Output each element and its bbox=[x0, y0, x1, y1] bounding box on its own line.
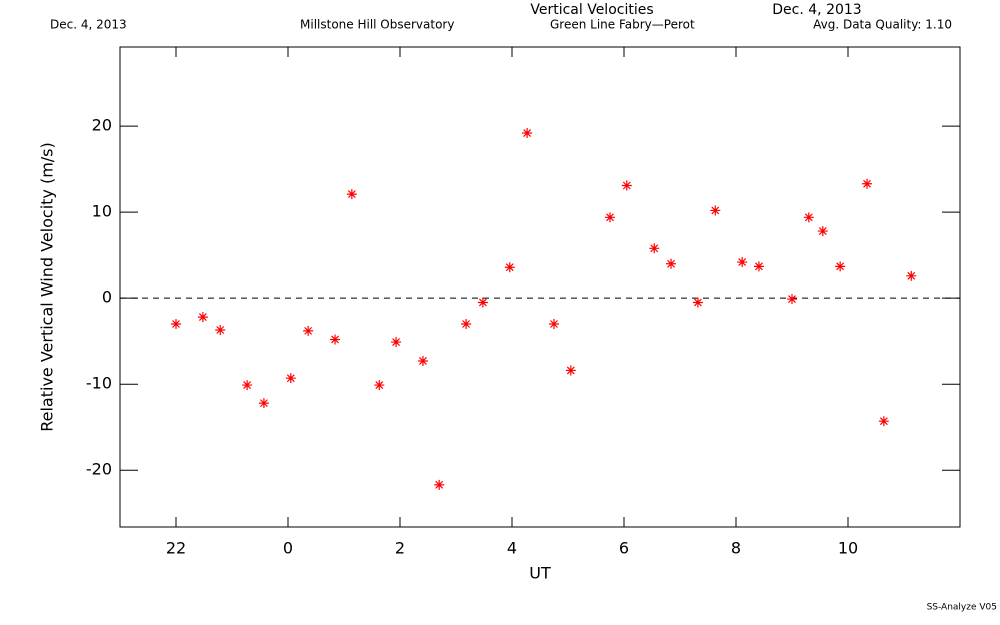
data-point bbox=[605, 212, 615, 223]
data-point bbox=[197, 312, 208, 323]
data-point bbox=[461, 318, 472, 329]
data-point bbox=[878, 416, 889, 427]
x-tick-label: 6 bbox=[619, 539, 629, 558]
data-point bbox=[787, 294, 797, 305]
data-point bbox=[374, 380, 385, 391]
y-tick-label: -20 bbox=[86, 460, 112, 479]
data-point bbox=[906, 270, 917, 281]
data-point bbox=[862, 178, 873, 189]
x-tick-label: 8 bbox=[731, 539, 741, 558]
header-date-left: Dec. 4, 2013 bbox=[50, 18, 127, 32]
data-point bbox=[649, 243, 660, 254]
data-point bbox=[817, 226, 828, 237]
data-point bbox=[522, 128, 533, 139]
data-point bbox=[171, 318, 181, 329]
header-quality: Avg. Data Quality: 1.10 bbox=[813, 18, 952, 32]
y-axis-label: Relative Vertical Wind Velocity (m/s) bbox=[38, 142, 57, 432]
data-point bbox=[434, 479, 445, 490]
data-point bbox=[346, 189, 357, 200]
y-tick-label: 20 bbox=[92, 116, 112, 135]
y-tick-label: 0 bbox=[102, 288, 112, 307]
data-point bbox=[737, 257, 748, 268]
data-point bbox=[803, 212, 814, 223]
x-tick-label: 10 bbox=[838, 539, 858, 558]
data-point bbox=[285, 373, 296, 384]
header-site: Millstone Hill Observatory bbox=[300, 18, 454, 32]
header-instrument: Green Line Fabry—Perot bbox=[550, 18, 695, 32]
data-point bbox=[303, 325, 314, 336]
data-point bbox=[835, 261, 846, 272]
data-point bbox=[417, 355, 428, 366]
data-point bbox=[710, 205, 721, 216]
data-point bbox=[753, 261, 764, 272]
plot-frame bbox=[119, 46, 961, 528]
footer: SS-Analyze V05 bbox=[927, 603, 997, 613]
data-point bbox=[242, 380, 253, 391]
y-tick-label: -10 bbox=[86, 374, 112, 393]
data-point bbox=[565, 365, 576, 376]
data-point bbox=[215, 325, 226, 336]
data-point bbox=[330, 334, 341, 345]
data-point bbox=[621, 180, 632, 191]
data-point bbox=[258, 398, 269, 409]
data-point bbox=[666, 258, 677, 269]
x-axis-label: UT bbox=[529, 564, 551, 583]
x-tick-label: 0 bbox=[283, 539, 293, 558]
x-tick-label: 22 bbox=[166, 539, 186, 558]
x-tick-label: 2 bbox=[395, 539, 405, 558]
y-tick-label: 10 bbox=[92, 202, 112, 221]
chart-title: Vertical Velocities bbox=[530, 2, 653, 18]
x-tick-label: 4 bbox=[507, 539, 517, 558]
data-point bbox=[692, 297, 703, 308]
data-point bbox=[504, 262, 515, 273]
data-point bbox=[391, 337, 402, 348]
data-point bbox=[477, 297, 488, 308]
header-date-right: Dec. 4, 2013 bbox=[772, 2, 861, 18]
data-point bbox=[549, 318, 559, 329]
